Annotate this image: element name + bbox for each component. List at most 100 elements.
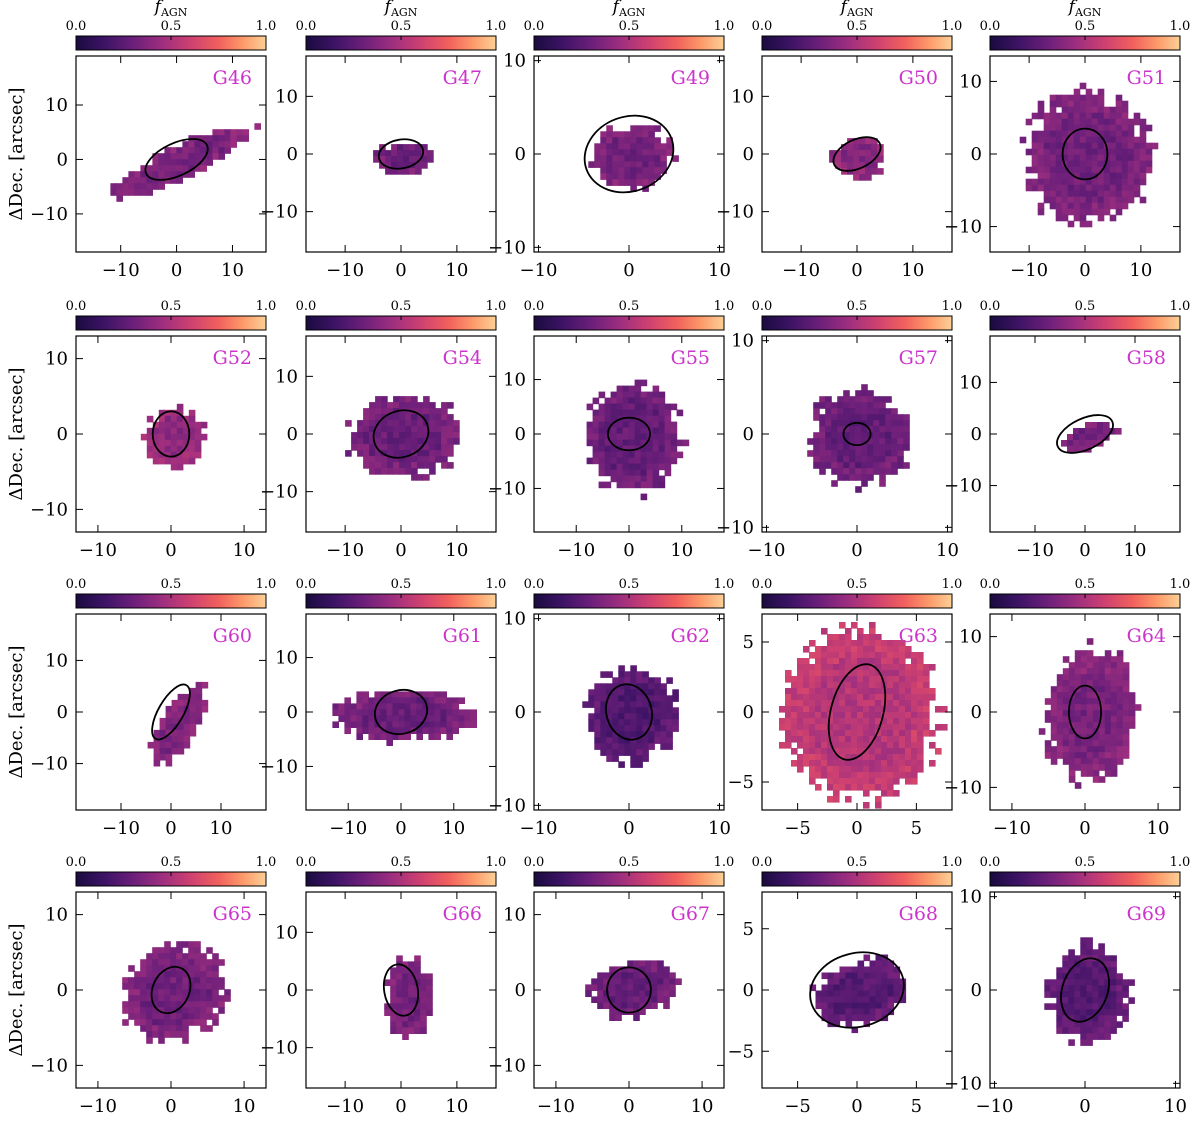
map-pixel <box>212 995 219 1002</box>
map-pixel <box>1067 190 1075 198</box>
map-pixel <box>404 733 411 740</box>
map-pixel <box>1092 746 1100 753</box>
map-pixel <box>1098 656 1106 663</box>
map-pixel <box>357 450 364 457</box>
map-pixel <box>363 408 370 415</box>
map-pixel <box>194 421 202 429</box>
map-pixel <box>885 456 892 463</box>
map-pixel <box>1104 1003 1111 1010</box>
map-pixel <box>670 427 678 435</box>
map-pixel <box>881 652 888 659</box>
map-pixel <box>861 420 868 427</box>
map-pixel <box>630 671 637 678</box>
map-pixel <box>857 984 865 992</box>
map-pixel <box>453 438 460 445</box>
map-pixel <box>1080 955 1087 962</box>
map-pixel <box>592 427 600 435</box>
map-pixel <box>452 709 459 716</box>
colorbar-tick-label: 0.0 <box>524 19 545 34</box>
map-pixel <box>1073 106 1081 114</box>
map-pixel <box>1049 184 1057 192</box>
y-tick-label: 10 <box>959 71 982 92</box>
map-pixel <box>639 960 646 967</box>
map-pixel <box>1055 214 1063 222</box>
map-pixel <box>851 990 859 998</box>
map-pixel <box>1091 422 1098 429</box>
map-pixel <box>176 995 183 1002</box>
map-pixel <box>1103 106 1111 114</box>
map-pixel <box>212 953 219 960</box>
map-pixel <box>440 709 447 716</box>
map-pixel <box>182 171 189 178</box>
x-tick-label: 0 <box>165 818 176 839</box>
map-pixel <box>825 426 832 433</box>
map-pixel <box>1074 955 1081 962</box>
map-pixel <box>861 474 868 481</box>
map-pixel <box>1116 656 1124 663</box>
map-pixel <box>381 420 388 427</box>
map-pixel <box>195 711 203 719</box>
map-pixel <box>146 433 154 441</box>
map-pixel <box>1085 100 1093 108</box>
map-pixel <box>1092 985 1099 992</box>
map-pixel <box>618 155 625 162</box>
map-pixel <box>865 162 872 169</box>
map-pixel <box>218 147 225 154</box>
map-pixel <box>176 941 183 948</box>
map-pixel <box>1110 979 1117 986</box>
map-pixel <box>362 715 369 722</box>
map-pixel <box>1068 740 1076 747</box>
map-pixel <box>158 1013 165 1020</box>
map-pixel <box>618 707 625 714</box>
map-pixel <box>1115 160 1123 168</box>
map-pixel <box>815 664 822 671</box>
colorbar-title-subscript: AGN <box>618 6 646 19</box>
map-pixel <box>899 984 907 992</box>
map-pixel <box>408 967 415 974</box>
map-pixel <box>1086 973 1093 980</box>
map-pixel <box>893 724 900 731</box>
map-pixel <box>911 688 918 695</box>
map-pixel <box>405 426 412 433</box>
map-pixel <box>402 1033 409 1040</box>
map-pixel <box>839 712 846 719</box>
map-pixel <box>905 730 912 737</box>
map-pixel <box>833 694 840 701</box>
map-pixel <box>1086 716 1094 723</box>
map-pixel <box>594 731 601 738</box>
map-pixel <box>923 682 930 689</box>
map-pixel <box>672 155 679 162</box>
map-pixel <box>648 695 655 702</box>
map-pixel <box>585 990 592 997</box>
map-pixel <box>863 996 871 1004</box>
map-pixel <box>813 444 820 451</box>
map-pixel <box>224 135 231 142</box>
map-pixel <box>1067 208 1075 216</box>
map-pixel <box>618 743 625 750</box>
map-pixel <box>676 409 684 417</box>
map-pixel <box>851 682 858 689</box>
map-pixel <box>610 403 618 411</box>
map-pixel <box>170 983 177 990</box>
map-pixel <box>1049 94 1057 102</box>
map-pixel <box>218 153 225 160</box>
map-pixel <box>875 712 882 719</box>
map-pixel <box>1061 208 1069 216</box>
map-pixel <box>877 168 884 175</box>
map-pixel <box>440 727 447 734</box>
map-pixel <box>194 1007 201 1014</box>
map-pixel <box>809 712 816 719</box>
map-pixel <box>368 703 375 710</box>
map-pixel <box>634 451 642 459</box>
map-pixel <box>851 700 858 707</box>
map-pixel <box>426 985 433 992</box>
map-pixel <box>1062 985 1069 992</box>
map-pixel <box>1091 106 1099 114</box>
map-pixel <box>612 707 619 714</box>
map-pixel <box>356 721 363 728</box>
map-pixel <box>600 713 607 720</box>
map-pixel <box>815 748 822 755</box>
map-pixel <box>1116 746 1124 753</box>
map-pixel <box>652 409 660 417</box>
map-pixel <box>128 977 135 984</box>
